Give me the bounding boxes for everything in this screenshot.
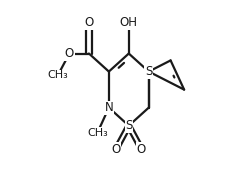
Text: O: O xyxy=(137,143,146,156)
Text: CH₃: CH₃ xyxy=(87,128,108,138)
Text: O: O xyxy=(84,16,94,29)
Text: S: S xyxy=(145,65,152,78)
Text: OH: OH xyxy=(120,16,138,29)
Text: CH₃: CH₃ xyxy=(47,70,68,80)
Text: S: S xyxy=(125,119,132,132)
Text: O: O xyxy=(112,143,121,156)
Text: O: O xyxy=(65,47,74,60)
Text: N: N xyxy=(105,101,113,114)
